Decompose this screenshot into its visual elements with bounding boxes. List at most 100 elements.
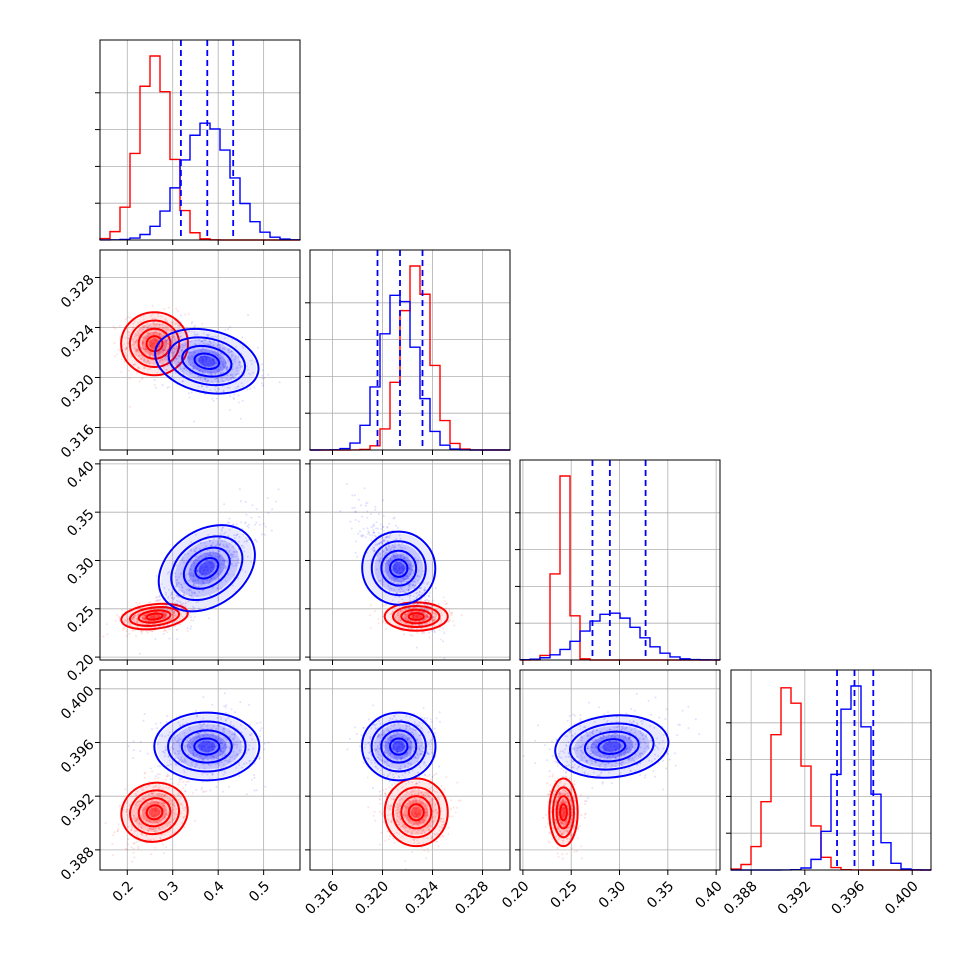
- scatter-point: [191, 744, 194, 747]
- scatter-point: [214, 385, 217, 388]
- scatter-point: [433, 631, 436, 634]
- scatter-point: [209, 342, 212, 345]
- scatter-point: [144, 325, 147, 327]
- scatter-point: [419, 605, 422, 608]
- scatter-point: [166, 386, 169, 389]
- scatter-point: [143, 357, 146, 360]
- scatter-point: [186, 745, 189, 748]
- scatter-point: [132, 808, 134, 811]
- scatter-point: [220, 750, 223, 753]
- scatter-point: [163, 307, 166, 310]
- scatter-point: [234, 373, 237, 376]
- scatter-point: [413, 620, 416, 623]
- scatter-point: [400, 588, 403, 590]
- scatter-point: [377, 527, 380, 530]
- scatter-point: [215, 397, 218, 400]
- scatter-point: [399, 573, 402, 575]
- scatter-point: [412, 580, 415, 583]
- scatter-point: [196, 570, 199, 573]
- scatter-point: [170, 592, 173, 595]
- scatter-point: [221, 746, 224, 749]
- scatter-point: [187, 780, 190, 783]
- scatter-point: [167, 306, 170, 309]
- scatter-point: [151, 792, 154, 795]
- scatter-point: [130, 846, 133, 849]
- scatter-point: [204, 749, 207, 752]
- scatter-point: [133, 320, 136, 323]
- scatter-point: [238, 536, 241, 538]
- scatter-point: [153, 342, 156, 345]
- scatter-point: [190, 322, 193, 325]
- scatter-point: [349, 520, 352, 523]
- scatter-point: [405, 591, 408, 594]
- scatter-point: [194, 365, 197, 368]
- scatter-point: [174, 340, 177, 343]
- scatter-point: [172, 616, 174, 619]
- scatter-point: [377, 622, 380, 625]
- scatter-point: [197, 375, 200, 378]
- scatter-point: [181, 349, 184, 352]
- scatter-point: [178, 744, 181, 747]
- scatter-point: [143, 808, 146, 811]
- scatter-point: [152, 337, 155, 340]
- scatter-point: [395, 578, 398, 581]
- scatter-point: [199, 563, 202, 566]
- scatter-point: [409, 611, 412, 614]
- scatter-point: [116, 353, 119, 356]
- scatter-point: [131, 618, 134, 621]
- scatter-point: [417, 613, 420, 616]
- scatter-point: [172, 742, 175, 745]
- scatter-point: [424, 615, 427, 618]
- scatter-point: [154, 846, 157, 849]
- scatter-point: [212, 351, 215, 354]
- scatter-point: [192, 574, 195, 577]
- scatter-point: [254, 360, 257, 363]
- scatter-point: [245, 513, 248, 516]
- scatter-point: [164, 617, 166, 619]
- scatter-point: [154, 775, 157, 778]
- scatter-point: [408, 583, 411, 586]
- scatter-point: [174, 357, 177, 360]
- scatter-point: [393, 546, 396, 549]
- scatter-point: [190, 574, 192, 576]
- scatter-point: [236, 366, 239, 369]
- scatter-point: [210, 380, 213, 383]
- scatter-point: [427, 602, 430, 605]
- scatter-point: [163, 616, 166, 618]
- scatter-point: [159, 793, 162, 796]
- scatter-point: [151, 345, 154, 348]
- scatter-point: [136, 620, 139, 623]
- scatter-point: [166, 597, 169, 600]
- scatter-point: [444, 602, 447, 605]
- scatter-point: [427, 599, 430, 602]
- scatter-point: [127, 333, 130, 336]
- scatter-point: [135, 620, 138, 623]
- scatter-point: [125, 619, 128, 622]
- scatter-point: [210, 563, 213, 566]
- panel-0-0: [95, 39, 301, 245]
- scatter-point: [188, 358, 191, 361]
- scatter-point: [140, 357, 143, 360]
- scatter-point: [147, 621, 150, 624]
- scatter-point: [238, 364, 241, 367]
- scatter-point: [150, 342, 152, 345]
- scatter-point: [215, 552, 218, 555]
- scatter-point: [166, 714, 168, 717]
- scatter-point: [166, 606, 168, 608]
- scatter-point: [407, 606, 410, 609]
- scatter-point: [164, 833, 167, 836]
- scatter-point: [194, 558, 197, 561]
- scatter-point: [179, 346, 181, 349]
- scatter-point: [155, 616, 158, 619]
- scatter-point: [233, 730, 236, 733]
- scatter-point: [246, 368, 249, 371]
- scatter-point: [158, 333, 161, 336]
- scatter-point: [156, 773, 159, 776]
- scatter-point: [222, 354, 225, 357]
- scatter-point: [404, 618, 407, 620]
- scatter-point: [416, 574, 419, 577]
- scatter-point: [373, 550, 376, 553]
- scatter-point: [204, 566, 206, 569]
- scatter-point: [125, 634, 128, 637]
- scatter-point: [366, 516, 369, 519]
